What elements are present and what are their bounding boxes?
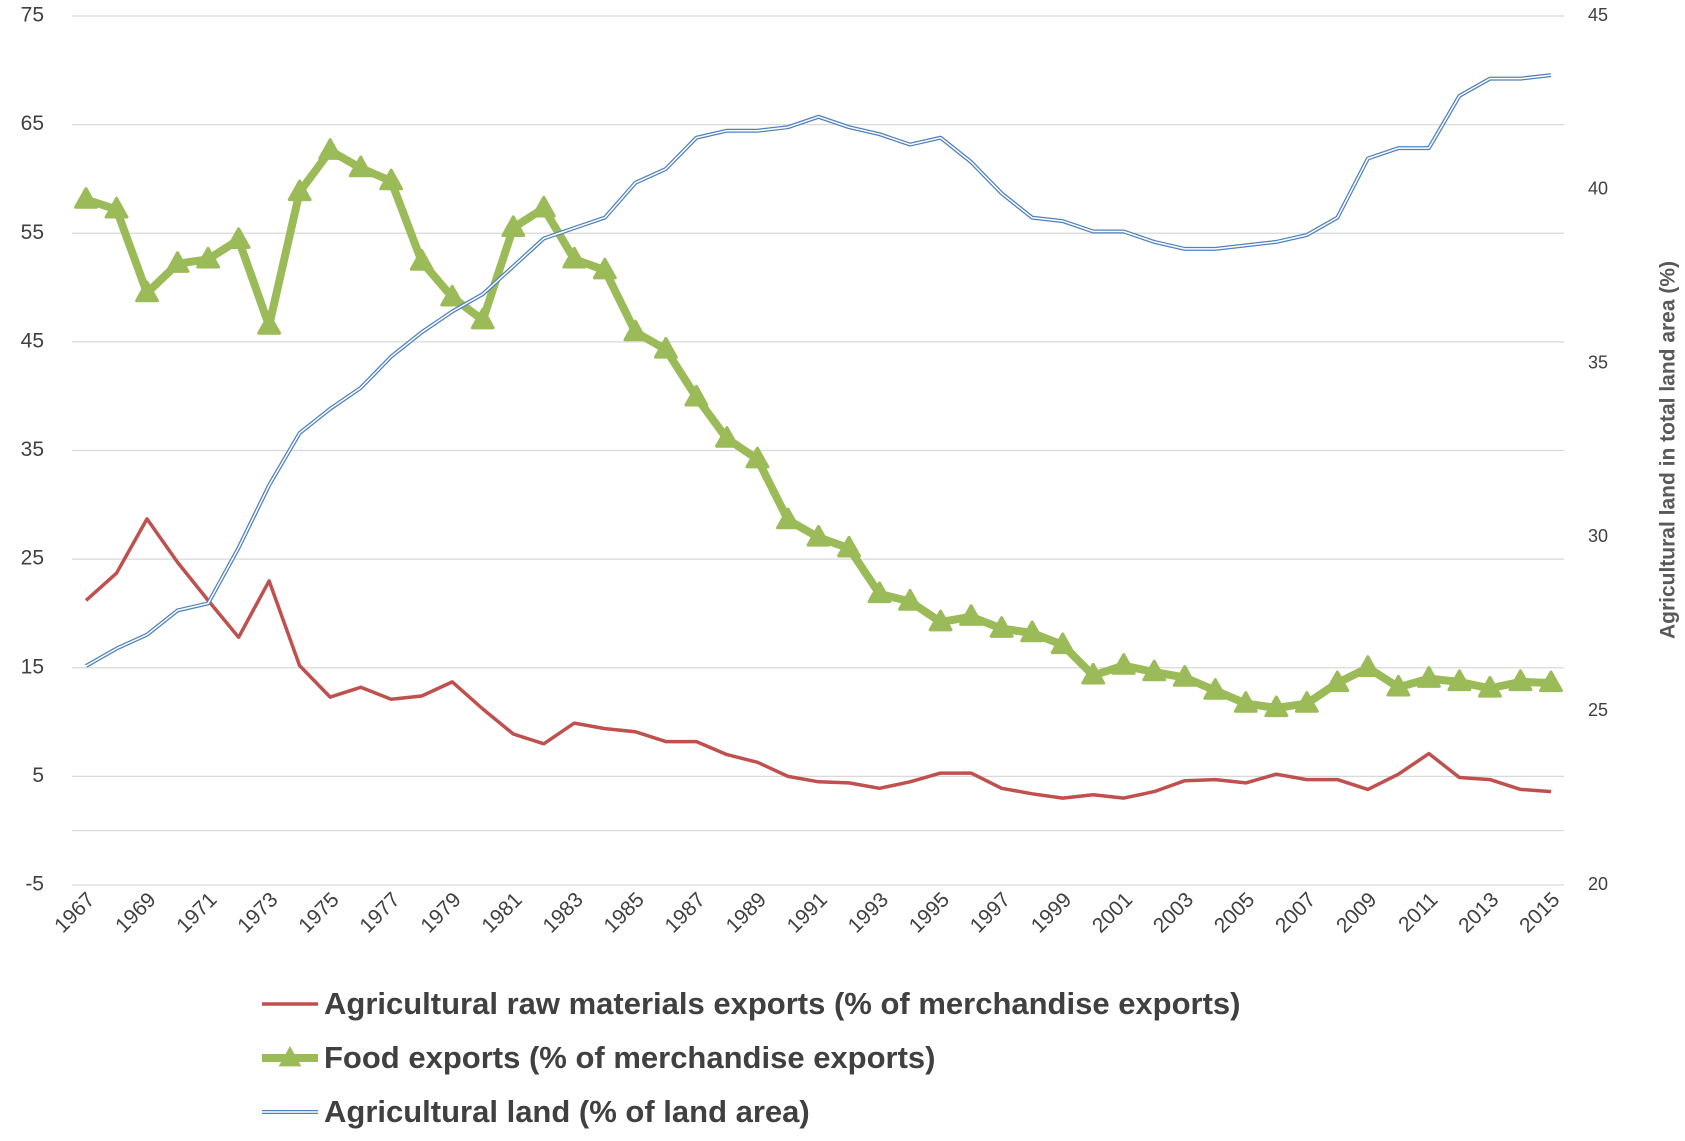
marker — [653, 336, 678, 359]
x-tick-label: 1971 — [172, 888, 221, 937]
y-tick-label: 45 — [21, 329, 44, 352]
marker — [562, 246, 587, 269]
x-tick-label: 2013 — [1454, 888, 1503, 937]
series-line — [84, 517, 1552, 800]
x-tick-label: 2015 — [1515, 888, 1564, 937]
x-tick-label: 1977 — [355, 888, 404, 937]
x-tick-label: 1989 — [722, 888, 771, 937]
series-line — [85, 73, 1552, 668]
marker — [196, 246, 221, 269]
marker — [257, 313, 282, 335]
marker — [501, 215, 526, 238]
marker — [226, 227, 251, 249]
marker — [165, 251, 190, 273]
legend-label: Agricultural land (% of land area) — [324, 1094, 810, 1129]
marker — [287, 179, 312, 202]
marker — [1233, 691, 1258, 713]
y-tick-label: 15 — [21, 655, 44, 678]
marker — [1416, 666, 1441, 688]
y-tick-label: 25 — [21, 547, 44, 570]
marker — [776, 507, 800, 530]
marker — [1081, 662, 1106, 685]
x-tick-label: 1991 — [783, 888, 832, 937]
x-tick-label: 1973 — [233, 888, 282, 937]
y-tick-label: 35 — [21, 438, 44, 461]
marker — [531, 195, 556, 218]
x-tick-label: 1969 — [111, 888, 160, 937]
legend-marker — [278, 1046, 302, 1067]
x-tick-label: 1993 — [844, 888, 893, 937]
x-tick-label: 1999 — [1027, 888, 1076, 937]
x-tick-label: 2003 — [1149, 888, 1198, 937]
marker — [1050, 632, 1075, 655]
marker — [1508, 669, 1533, 692]
marker — [928, 609, 953, 632]
legend-label: Food exports (% of merchandise exports) — [324, 1040, 936, 1075]
marker — [989, 616, 1014, 638]
marker — [837, 535, 861, 558]
y2-tick-label: 35 — [1588, 352, 1608, 372]
x-tick-label: 1979 — [416, 888, 465, 937]
marker — [1264, 695, 1289, 718]
x-tick-label: 2011 — [1394, 888, 1442, 936]
x-tick-label: 2001 — [1088, 888, 1137, 937]
marker — [745, 446, 770, 469]
x-tick-label: 2009 — [1332, 888, 1381, 937]
y2-tick-label: 25 — [1588, 700, 1608, 720]
y2-tick-label: 30 — [1588, 526, 1608, 546]
marker — [1539, 670, 1563, 693]
y2-tick-label: 45 — [1588, 5, 1608, 25]
x-tick-label: 1981 — [477, 888, 526, 937]
marker — [1386, 674, 1411, 697]
marker — [440, 284, 465, 307]
x-tick-label: 1995 — [905, 888, 954, 937]
x-tick-label: 1997 — [966, 888, 1015, 937]
marker — [1020, 620, 1045, 643]
marker — [1142, 659, 1167, 682]
y-tick-label: 55 — [21, 221, 44, 244]
y2-tick-label: 20 — [1588, 874, 1608, 894]
marker — [379, 168, 404, 191]
x-tick-label: 1975 — [294, 888, 343, 937]
marker — [470, 307, 495, 330]
marker — [1203, 678, 1228, 700]
y-tick-label: 5 — [32, 764, 44, 787]
x-tick-label: 1985 — [600, 888, 649, 937]
marker — [867, 581, 892, 604]
marker — [135, 280, 159, 303]
y-tick-label: 65 — [21, 112, 44, 135]
y-tick-label: -5 — [25, 873, 44, 896]
x-tick-label: 2005 — [1210, 888, 1259, 937]
marker — [806, 524, 831, 547]
marker — [592, 257, 617, 280]
marker — [1294, 691, 1319, 713]
x-tick-label: 1987 — [661, 888, 710, 937]
marker — [409, 248, 434, 271]
x-tick-label: 1967 — [50, 888, 99, 937]
marker — [959, 604, 984, 626]
marker — [898, 588, 923, 611]
legend-label: Agricultural raw materials exports (% of… — [324, 986, 1241, 1021]
y-tick-label: 75 — [21, 4, 44, 27]
marker — [684, 384, 709, 407]
marker — [714, 426, 739, 448]
marker — [104, 196, 129, 219]
marker — [623, 319, 648, 342]
x-tick-label: 2007 — [1271, 888, 1320, 937]
x-tick-label: 1983 — [538, 888, 587, 937]
marker — [348, 155, 373, 178]
marker — [1355, 655, 1380, 677]
marker — [74, 187, 98, 209]
marker — [1172, 665, 1197, 687]
marker — [1478, 675, 1502, 698]
y2-axis-title: Agricultural land in total land area (%) — [1657, 261, 1680, 639]
marker — [1447, 669, 1472, 692]
y2-tick-label: 40 — [1588, 179, 1608, 199]
series-line-core — [85, 74, 1552, 667]
marker — [1325, 670, 1350, 693]
marker — [318, 138, 343, 160]
marker — [1111, 653, 1136, 675]
